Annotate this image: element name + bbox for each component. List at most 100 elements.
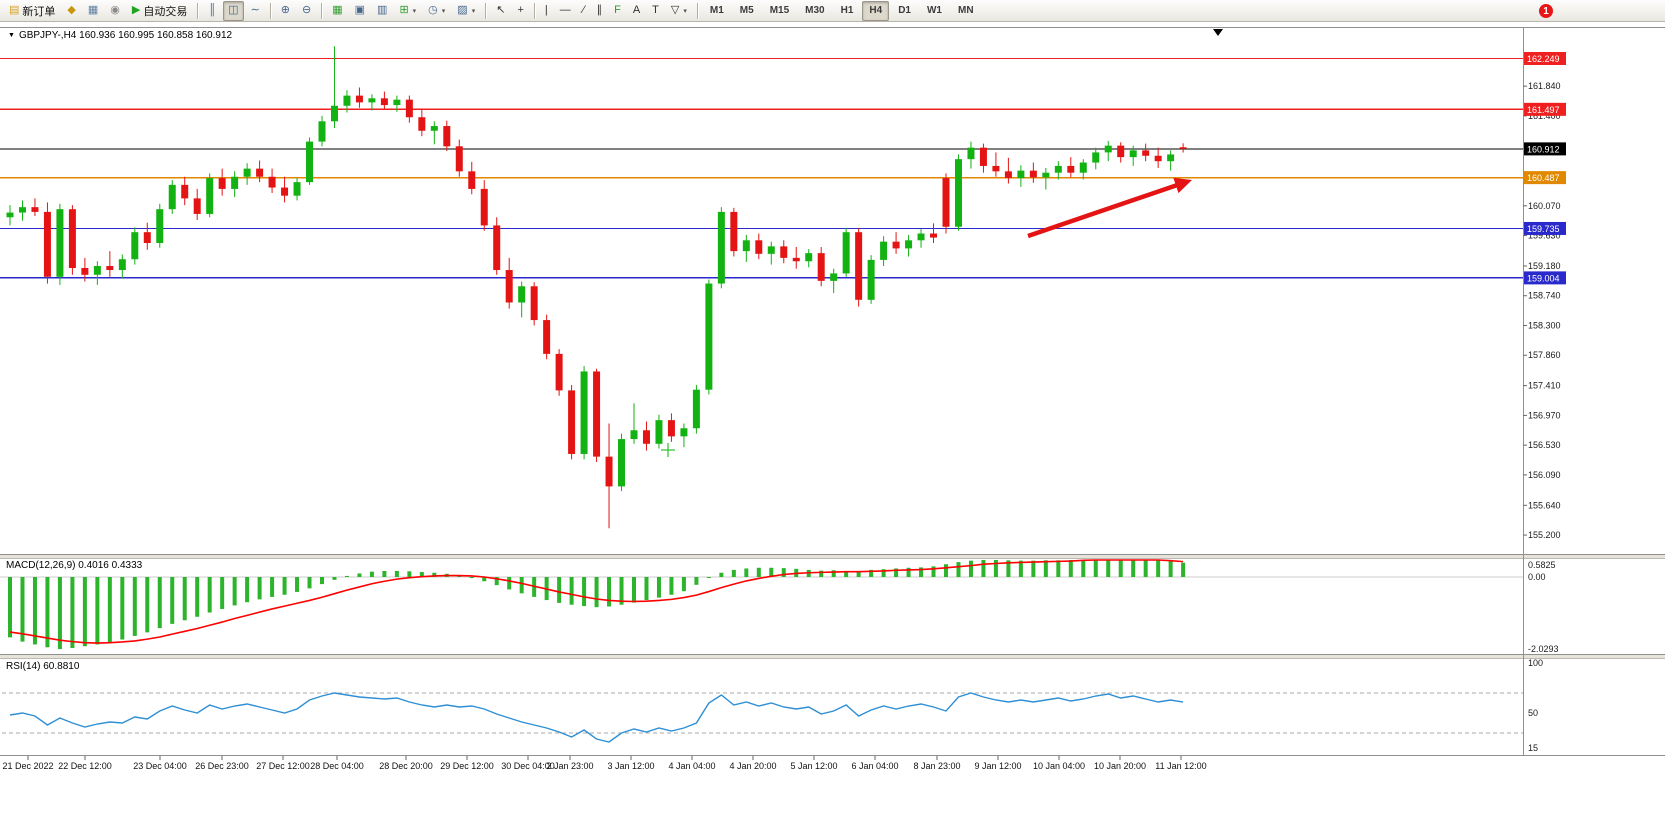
- timeframe-d1-button[interactable]: D1: [898, 5, 911, 16]
- channel-button[interactable]: ∥: [592, 1, 608, 21]
- candle: [1079, 162, 1087, 173]
- auto-arrange-button[interactable]: ▣: [350, 1, 370, 21]
- indicators-button[interactable]: ⊞ ▾: [394, 1, 421, 21]
- autotrading-button-label: 自动交易: [143, 5, 188, 18]
- svg-text:161.840: 161.840: [1528, 81, 1561, 91]
- label-icon: T: [652, 4, 659, 16]
- crosshair-button[interactable]: +: [512, 1, 528, 21]
- svg-text:100: 100: [1528, 658, 1543, 668]
- candle: [942, 178, 950, 227]
- shapes-icon: ▽: [670, 4, 680, 16]
- candle: [1042, 172, 1050, 178]
- timeframe-w1-button[interactable]: W1: [926, 5, 942, 16]
- timeframe-m30-button[interactable]: M30: [805, 5, 825, 16]
- cursor-icon: ↖: [496, 4, 506, 16]
- svg-text:158.300: 158.300: [1528, 320, 1561, 330]
- trendline-button[interactable]: ∕: [578, 1, 590, 21]
- line-chart-button[interactable]: ∼: [246, 1, 265, 21]
- zoom-in-button[interactable]: ⊕: [276, 1, 295, 21]
- svg-text:0.00: 0.00: [1528, 572, 1546, 582]
- notification-badge[interactable]: 1: [1539, 4, 1553, 18]
- templates-button[interactable]: ▨ ▾: [452, 1, 480, 21]
- candle: [6, 212, 14, 218]
- candlestick-series[interactable]: [6, 46, 1187, 529]
- alerts-button[interactable]: ◉: [105, 1, 125, 21]
- text-icon: A: [632, 4, 641, 16]
- candle: [218, 178, 226, 189]
- periods-button[interactable]: ◷ ▾: [423, 1, 450, 21]
- candle: [31, 207, 39, 212]
- candle: [405, 99, 413, 118]
- label-button[interactable]: T: [647, 1, 664, 21]
- time-label: 9 Jan 12:00: [974, 761, 1021, 771]
- candle: [231, 176, 239, 189]
- price-axis[interactable]: 161.840 161.400 160.070 159.630 159.180 158.7…: [1523, 51, 1566, 753]
- time-label: 8 Jan 23:00: [913, 761, 960, 771]
- timeframe-mn-button[interactable]: MN: [957, 5, 974, 16]
- rsi-panel: [2, 692, 1523, 743]
- svg-text:0.5825: 0.5825: [1528, 560, 1556, 570]
- line-chart-icon: ∼: [250, 4, 260, 16]
- candle: [93, 265, 101, 275]
- time-label: 28 Dec 20:00: [379, 761, 433, 771]
- zoom-out-icon: ⊖: [302, 4, 312, 16]
- candle: [655, 420, 663, 444]
- text-button[interactable]: A: [628, 1, 645, 21]
- candle: [979, 147, 987, 166]
- candle: [1142, 150, 1150, 156]
- shapes-button[interactable]: ▽ ▾: [666, 1, 692, 21]
- svg-text:15: 15: [1528, 743, 1538, 753]
- candle: [505, 270, 513, 303]
- fibonacci-button[interactable]: F: [609, 1, 626, 21]
- zoom-out-button[interactable]: ⊖: [297, 1, 316, 21]
- time-axis[interactable]: 21 Dec 2022 22 Dec 12:00 23 Dec 04:00 26 De…: [2, 756, 1207, 771]
- timeframe-m1-button[interactable]: M1: [709, 5, 724, 16]
- candle: [181, 184, 189, 199]
- candle: [642, 430, 650, 444]
- charts-profile-button[interactable]: ◆: [62, 1, 80, 21]
- price-tag-159.735: 159.735: [1527, 224, 1560, 234]
- candle: [368, 98, 376, 103]
- chart-shift-button[interactable]: ▥: [372, 1, 392, 21]
- price-tag-160.487: 160.487: [1527, 173, 1560, 183]
- horizontal-level-lines[interactable]: [0, 57, 1523, 279]
- candle: [293, 182, 301, 196]
- timeframe-h4-button[interactable]: H4: [862, 0, 890, 21]
- cursor-button[interactable]: ↖: [491, 1, 510, 21]
- toolbar-separator: [485, 2, 487, 19]
- candle: [755, 240, 763, 254]
- new-order-button-label: 新订单: [22, 5, 56, 18]
- timeframe-m5-button[interactable]: M5: [739, 5, 754, 16]
- candle: [730, 211, 738, 252]
- clock-icon: ◷: [428, 4, 438, 16]
- timeframe-m15-button[interactable]: M15: [769, 5, 790, 16]
- horizontal-line-button[interactable]: —: [555, 1, 576, 21]
- bar-chart-button[interactable]: ║: [203, 1, 221, 21]
- new-order-button[interactable]: ▤ 新订单: [4, 1, 60, 21]
- trendline-icon: ∕: [582, 4, 585, 16]
- candle: [930, 233, 938, 238]
- toolbar-separator: [197, 2, 199, 19]
- trend-arrow[interactable]: [1027, 177, 1192, 239]
- vertical-line-button[interactable]: |: [540, 1, 553, 21]
- price-tag-162.249: 162.249: [1527, 54, 1560, 64]
- time-label: 2 Jan 23:00: [546, 761, 593, 771]
- time-label: 30 Dec 04:00: [501, 761, 555, 771]
- candle: [106, 265, 114, 271]
- autotrading-button[interactable]: ▶ 自动交易: [127, 1, 192, 21]
- candle: [518, 286, 526, 303]
- dropdown-arrow-icon: ▾: [471, 7, 476, 15]
- candlestick-chart-button[interactable]: ◫: [223, 0, 244, 21]
- candle: [630, 430, 638, 440]
- timeframe-h1-button[interactable]: H1: [840, 5, 854, 16]
- candle: [692, 389, 700, 429]
- new-chart-button[interactable]: ▦: [83, 1, 103, 21]
- svg-text:156.090: 156.090: [1528, 470, 1561, 480]
- candle: [967, 147, 975, 160]
- candle: [493, 225, 501, 271]
- candle: [118, 259, 126, 271]
- candle: [268, 176, 276, 188]
- tile-windows-button[interactable]: ▦: [327, 1, 347, 21]
- scroll-to-end-marker[interactable]: [1213, 29, 1223, 36]
